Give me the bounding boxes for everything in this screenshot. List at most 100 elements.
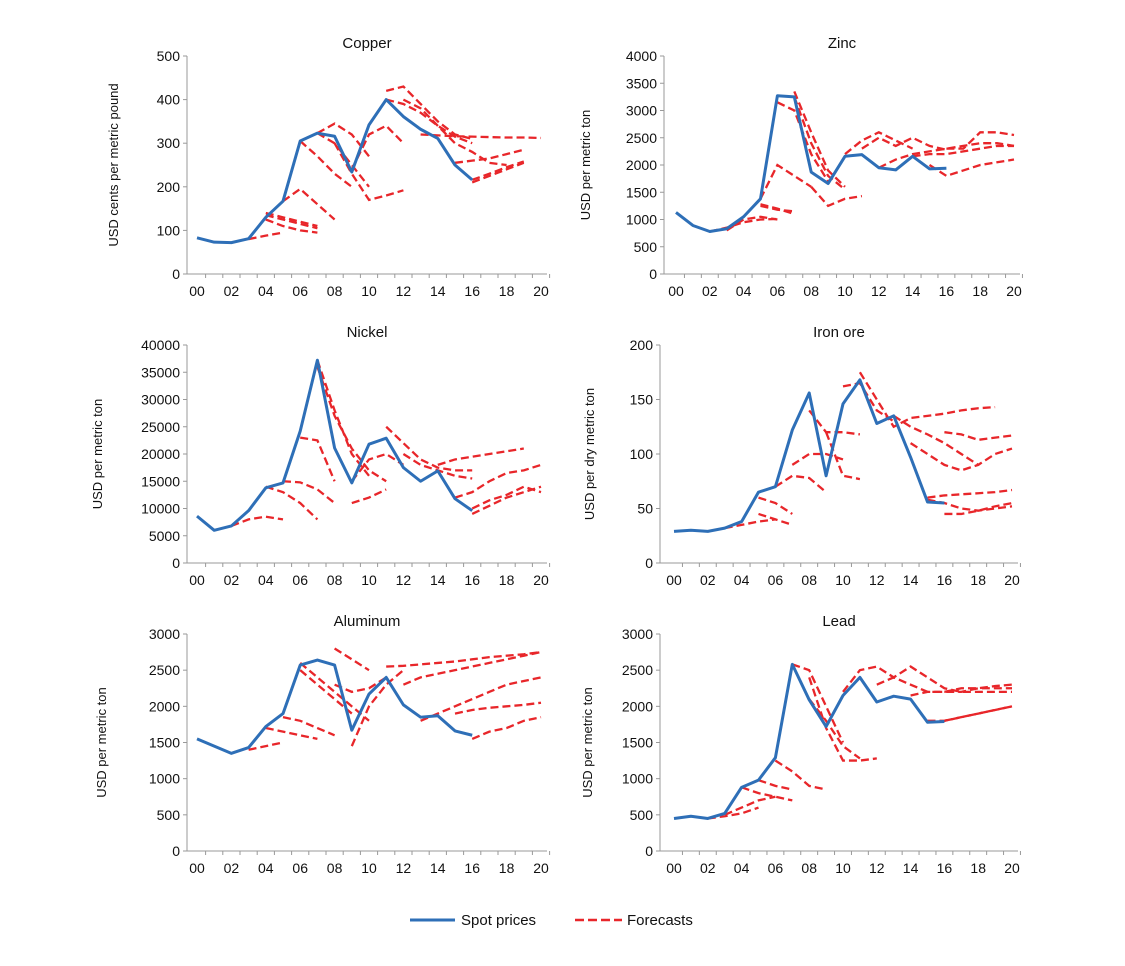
y-tick-label: 500 (157, 807, 181, 823)
forecast-line (454, 701, 542, 715)
x-tick-label: 00 (666, 860, 682, 876)
y-axis-label: USD cents per metric pound (106, 83, 121, 246)
forecast-line (927, 488, 1013, 499)
forecast-line (454, 148, 525, 164)
forecast-line (759, 163, 812, 200)
forecast-line (316, 132, 370, 188)
x-tick-label: 08 (327, 572, 343, 588)
forecast-line (454, 463, 542, 499)
y-tick-label: 3000 (626, 103, 657, 119)
y-tick-label: 0 (649, 266, 657, 282)
forecast-line (724, 795, 776, 816)
x-tick-label: 16 (464, 572, 480, 588)
forecast-line (333, 142, 404, 202)
x-tick-label: 00 (189, 283, 205, 299)
forecast-line (760, 204, 795, 213)
y-tick-label: 400 (157, 92, 181, 108)
x-tick-label: 10 (835, 572, 851, 588)
x-tick-label: 20 (533, 283, 549, 299)
spot-price-line (196, 98, 474, 245)
x-tick-label: 12 (869, 572, 885, 588)
forecast-line (402, 98, 507, 167)
y-tick-label: 0 (172, 555, 180, 571)
y-tick-label: 3500 (626, 75, 657, 91)
y-tick-label: 35000 (141, 364, 180, 380)
forecast-line (248, 231, 284, 241)
y-tick-label: 3000 (622, 626, 653, 642)
forecast-line (842, 665, 1012, 694)
y-axis-label: USD per metric ton (578, 110, 593, 221)
forecast-line (758, 779, 793, 791)
forecast-line (300, 436, 336, 482)
x-tick-label: 14 (430, 860, 446, 876)
panel-title: Lead (822, 613, 855, 630)
x-tick-label: 20 (533, 572, 549, 588)
x-tick-label: 02 (224, 572, 240, 588)
legend-forecast-label: Forecasts (627, 912, 693, 929)
y-tick-label: 2500 (626, 130, 657, 146)
y-tick-label: 4000 (626, 48, 657, 64)
forecast-line (265, 485, 319, 521)
x-tick-label: 10 (361, 860, 377, 876)
spot-price-line (673, 378, 945, 533)
forecast-line (724, 518, 776, 530)
forecast-line (808, 698, 861, 760)
forecast-line (944, 431, 1013, 442)
forecast-line (791, 452, 844, 466)
panel-iron-ore: Iron ore USD per dry metric ton 0 50 100 150 2… (582, 324, 1021, 588)
forecast-line (758, 512, 793, 526)
y-tick-label: 1000 (626, 212, 657, 228)
x-tick-label: 16 (937, 572, 953, 588)
x-tick-label: 10 (837, 283, 853, 299)
forecast-line (876, 676, 1013, 694)
forecast-line (471, 485, 542, 510)
spot-price-line (675, 94, 947, 233)
x-tick-label: 08 (803, 283, 819, 299)
x-tick-label: 14 (903, 860, 919, 876)
forecast-line (909, 442, 1013, 472)
forecast-line (282, 716, 336, 737)
forecast-line (927, 705, 1013, 722)
y-tick-label: 300 (157, 135, 181, 151)
y-tick-label: 1500 (626, 184, 657, 200)
forecast-line (385, 425, 473, 472)
forecast-line (299, 662, 370, 722)
x-tick-label: 18 (499, 572, 515, 588)
forecast-line (350, 669, 405, 747)
forecast-line (774, 759, 827, 791)
y-tick-label: 0 (172, 843, 180, 859)
x-tick-label: 20 (1004, 572, 1020, 588)
forecast-line (791, 663, 845, 743)
x-tick-label: 04 (258, 283, 274, 299)
forecast-line (386, 650, 542, 668)
x-tick-label: 16 (939, 283, 955, 299)
y-tick-label: 20000 (141, 446, 180, 462)
panel-title: Copper (342, 35, 391, 52)
x-tick-label: 10 (361, 283, 377, 299)
x-tick-label: 16 (464, 283, 480, 299)
x-tick-label: 20 (1004, 860, 1020, 876)
forecast-line (928, 158, 1015, 178)
y-tick-label: 2000 (149, 698, 180, 714)
y-tick-label: 25000 (141, 419, 180, 435)
forecast-line (402, 650, 542, 686)
y-tick-label: 2500 (149, 662, 180, 678)
x-tick-label: 18 (970, 572, 986, 588)
y-tick-label: 2000 (622, 698, 653, 714)
forecast-line (282, 187, 336, 221)
forecast-line (230, 515, 284, 528)
x-tick-label: 02 (224, 860, 240, 876)
x-tick-label: 16 (464, 860, 480, 876)
x-tick-label: 02 (702, 283, 718, 299)
forecast-line (808, 677, 877, 762)
x-tick-label: 00 (666, 572, 682, 588)
panel-title: Zinc (828, 35, 857, 52)
spot-price-line (673, 662, 945, 820)
x-tick-label: 18 (970, 860, 986, 876)
x-tick-label: 04 (258, 572, 274, 588)
x-tick-label: 18 (499, 283, 515, 299)
